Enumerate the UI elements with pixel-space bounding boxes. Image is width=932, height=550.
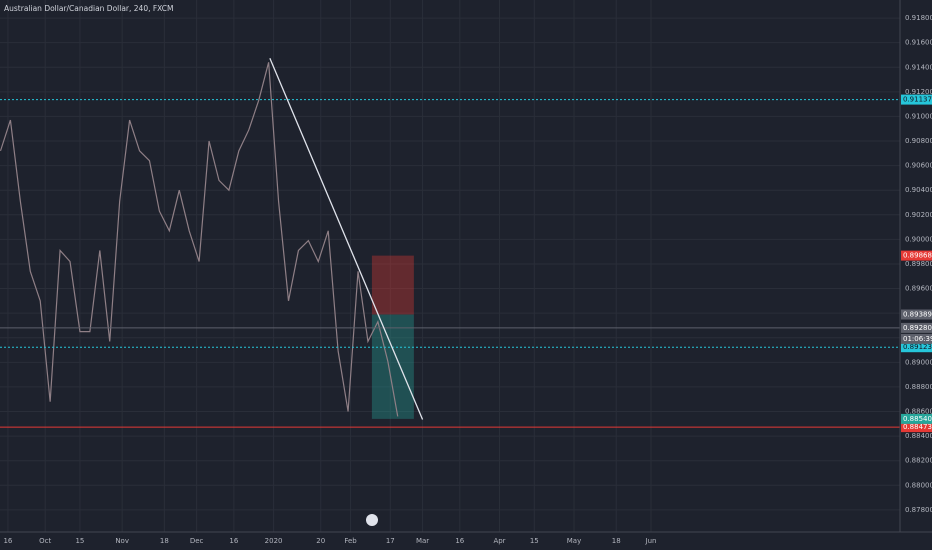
x-tick-label: 16: [229, 537, 238, 545]
y-tick-label: 0.90200: [905, 211, 932, 219]
y-tick-label: 0.88200: [905, 457, 932, 465]
y-tick-label: 0.91400: [905, 63, 932, 71]
x-tick-label: May: [567, 537, 581, 545]
y-tick-label: 0.87800: [905, 506, 932, 514]
plot: [0, 58, 900, 428]
y-tick-label: 0.91800: [905, 14, 932, 22]
y-tick-label: 0.88800: [905, 383, 932, 391]
price-axis: [900, 0, 932, 550]
x-tick-label: 17: [386, 537, 395, 545]
y-tick-label: 0.90600: [905, 162, 932, 170]
y-tick-label: 0.90400: [905, 186, 932, 194]
countdown-tag: [901, 333, 932, 344]
y-tick-label: 0.88000: [905, 481, 932, 489]
y-tick-label: 0.91200: [905, 88, 932, 96]
x-tick-label: Nov: [115, 537, 129, 545]
x-tick-label: 18: [160, 537, 169, 545]
price-tag: [901, 342, 932, 353]
price-tag-label: 0.88540: [903, 415, 932, 423]
y-tick-label: 0.91600: [905, 39, 932, 47]
price-tag-label: 0.89123: [903, 343, 932, 351]
price-line: [0, 62, 399, 417]
y-tick-label: 0.89800: [905, 260, 932, 268]
x-tick-label: 18: [612, 537, 621, 545]
price-tag-label: 0.89280: [903, 324, 932, 332]
target-zone: [371, 314, 414, 419]
x-tick-label: 15: [530, 537, 539, 545]
y-tick-label: 0.88400: [905, 432, 932, 440]
x-tick-label: Apr: [493, 537, 505, 545]
price-tag-label: 0.89389: [903, 311, 932, 319]
y-tick-label: 0.89000: [905, 358, 932, 366]
y-tick-label: 0.90800: [905, 137, 932, 145]
price-tag: [901, 250, 932, 261]
countdown: 01:06:39: [903, 335, 932, 343]
price-tag: [901, 94, 932, 105]
price-tag: [901, 413, 932, 424]
price-tag-label: 0.89868: [903, 252, 932, 260]
event-icon[interactable]: [366, 514, 378, 526]
x-tick-label: 20: [316, 537, 325, 545]
price-tag: [901, 309, 932, 320]
x-tick-label: Feb: [344, 537, 357, 545]
y-tick-label: 0.89600: [905, 285, 932, 293]
chart-title: Australian Dollar/Canadian Dollar, 240, …: [4, 4, 174, 13]
x-tick-label: Oct: [39, 537, 51, 545]
x-tick-label: 16: [455, 537, 464, 545]
price-tag: [901, 322, 932, 333]
price-tag-label: 0.88473: [903, 423, 932, 431]
y-tick-label: 0.88600: [905, 408, 932, 416]
axis-labels: 0.91800 0.91600 0.91400 0.91200 0.91000 0.908…: [3, 14, 932, 545]
grid: [0, 0, 900, 532]
price-tag-label: 0.91137: [903, 96, 932, 104]
trend-line: [269, 58, 424, 420]
x-tick-label: 16: [3, 537, 12, 545]
x-tick-label: 2020: [265, 537, 283, 545]
y-tick-label: 0.90000: [905, 235, 932, 243]
x-tick-label: 15: [75, 537, 84, 545]
x-tick-label: Mar: [416, 537, 429, 545]
stop-zone: [371, 255, 414, 315]
x-tick-label: Dec: [190, 537, 204, 545]
y-tick-label: 0.91000: [905, 112, 932, 120]
price-tag: [901, 422, 932, 433]
x-tick-label: Jun: [645, 537, 657, 545]
